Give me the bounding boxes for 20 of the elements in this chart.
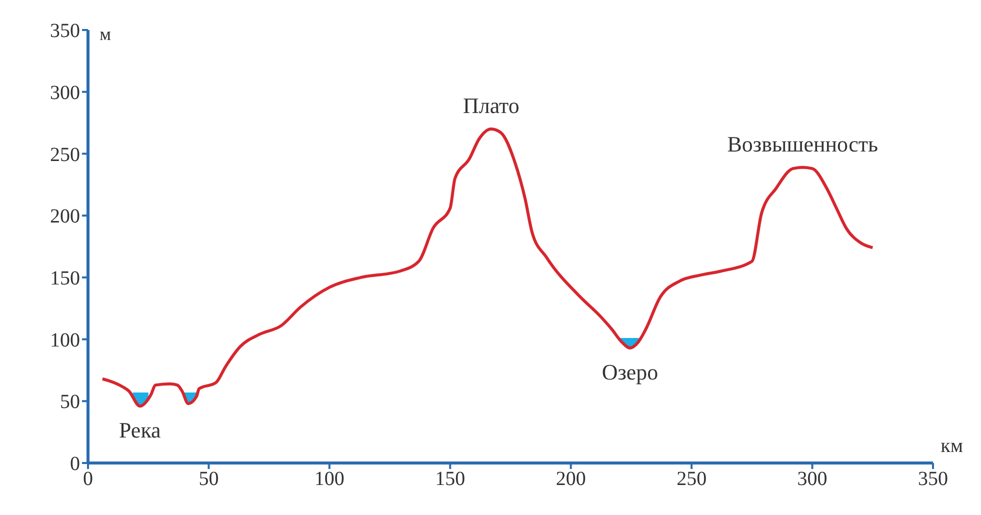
x-tick-label: 100 xyxy=(314,468,344,490)
x-tick-label: 150 xyxy=(435,468,466,490)
y-tick-label: 150 xyxy=(50,268,80,290)
y-tick-label: 300 xyxy=(50,82,80,104)
x-tick-label: 300 xyxy=(797,468,828,490)
y-tick-label: 0 xyxy=(70,453,80,476)
y-tick-label: 350 xyxy=(50,20,80,42)
annotation: Озеро xyxy=(602,360,658,385)
x-tick-label: 50 xyxy=(198,468,219,490)
annotation: Возвышенность xyxy=(727,131,878,156)
y-axis-title: м xyxy=(100,24,111,44)
y-tick-label: 250 xyxy=(50,144,80,166)
y-tick-label: 50 xyxy=(60,391,80,414)
x-axis-title: км xyxy=(940,435,964,458)
annotation: Плато xyxy=(462,92,520,118)
x-tick-label: 200 xyxy=(556,468,586,490)
y-tick-label: 200 xyxy=(50,206,80,228)
x-tick-label: 250 xyxy=(676,468,707,490)
y-tick-label: 100 xyxy=(50,329,80,352)
x-tick-label: 350 xyxy=(918,468,948,490)
